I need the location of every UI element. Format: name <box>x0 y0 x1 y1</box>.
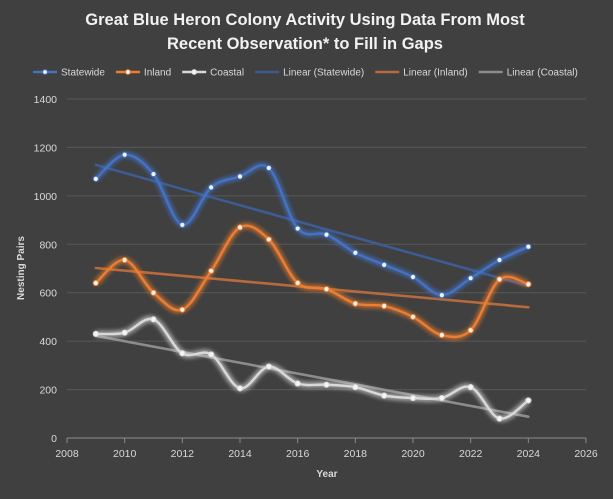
data-point-statewide <box>409 273 417 281</box>
data-point-statewide <box>179 221 186 229</box>
x-tick-label: 2024 <box>517 448 541 460</box>
x-tick-label: 2012 <box>171 448 195 460</box>
data-point-statewide <box>294 225 301 232</box>
data-point-statewide <box>265 164 272 172</box>
data-point-coastal <box>294 380 301 387</box>
x-tick-label: 2014 <box>228 448 252 460</box>
data-point-inland <box>121 256 128 264</box>
series-line-inland <box>94 224 529 339</box>
data-point-coastal <box>381 392 388 399</box>
data-point-coastal <box>121 329 128 336</box>
y-tick-label: 200 <box>39 385 57 397</box>
data-point-statewide <box>352 249 359 256</box>
data-point-coastal <box>208 351 215 358</box>
series-line-statewide <box>94 153 529 297</box>
x-tick-label: 2016 <box>286 448 310 460</box>
y-tick-label: 1200 <box>34 142 58 154</box>
data-point-coastal <box>323 381 330 388</box>
x-tick-label: 2010 <box>113 448 137 460</box>
data-point-coastal <box>265 363 272 370</box>
x-axis-label: Year <box>316 469 337 480</box>
data-point-statewide <box>121 151 128 158</box>
data-point-inland <box>265 236 272 243</box>
trendlines <box>94 163 530 418</box>
data-point-statewide <box>236 173 244 180</box>
y-tick-label: 800 <box>39 239 57 251</box>
data-point-inland <box>467 327 474 334</box>
data-point-statewide <box>525 243 532 250</box>
data-point-inland <box>496 276 503 283</box>
legend-label-linear-statewide: Linear (Statewide) <box>283 68 364 79</box>
legend: Statewide Inland Coastal Linear (Statewide)… <box>33 68 578 79</box>
data-point-statewide <box>467 275 474 282</box>
chart-title-line-2: Recent Observation* to Fill in Gaps <box>167 35 443 53</box>
data-point-coastal <box>438 394 445 402</box>
data-point-coastal <box>496 415 503 422</box>
data-point-inland <box>208 267 215 275</box>
data-point-coastal <box>409 394 417 402</box>
data-point-inland <box>150 289 157 296</box>
data-point-inland <box>381 302 388 310</box>
data-point-statewide <box>496 256 503 264</box>
data-point-coastal <box>525 397 532 404</box>
legend-marker-inland <box>125 69 131 75</box>
x-tick-label: 2026 <box>574 448 598 460</box>
legend-label-linear-inland: Linear (Inland) <box>403 68 467 79</box>
data-point-inland <box>236 224 244 231</box>
data-point-coastal <box>467 384 474 391</box>
x-tick-label: 2018 <box>344 448 368 460</box>
data-point-inland <box>438 331 445 339</box>
data-series <box>92 151 532 422</box>
data-point-inland <box>352 300 359 307</box>
data-point-statewide <box>92 175 99 183</box>
x-tick-label: 2022 <box>459 448 483 460</box>
data-point-inland <box>179 306 186 313</box>
data-point-statewide <box>150 170 157 178</box>
axes: 0 200 400 600 800 1000 1200 1400 2008 2010 2012 201… <box>34 94 598 460</box>
y-tick-label: 600 <box>39 288 57 300</box>
legend-marker-statewide <box>42 69 48 75</box>
legend-marker-coastal <box>191 69 198 75</box>
trendline-linear-coastal <box>94 334 530 418</box>
data-point-statewide <box>323 231 330 238</box>
data-point-coastal <box>352 384 359 391</box>
series-line-coastal <box>95 317 530 420</box>
legend-label-statewide: Statewide <box>61 68 105 79</box>
data-point-statewide <box>438 292 445 299</box>
trendline-linear-statewide <box>94 163 530 288</box>
data-point-inland <box>92 279 99 287</box>
y-axis-label: Nesting Pairs <box>16 236 27 300</box>
data-point-inland <box>294 279 301 287</box>
x-tick-label: 2020 <box>401 448 425 460</box>
y-tick-label: 1000 <box>34 191 58 203</box>
data-point-inland <box>323 285 330 293</box>
legend-label-linear-coastal: Linear (Coastal) <box>507 68 578 79</box>
data-point-statewide <box>381 261 388 268</box>
data-point-coastal <box>92 330 99 337</box>
chart-title-line-1: Great Blue Heron Colony Activity Using D… <box>85 11 525 29</box>
x-tick-label: 2008 <box>55 448 79 460</box>
chart-text: Great Blue Heron Colony Activity Using D… <box>16 11 525 480</box>
y-tick-label: 0 <box>51 433 57 445</box>
legend-label-coastal: Coastal <box>210 68 244 79</box>
y-tick-label: 1400 <box>34 94 58 106</box>
data-point-inland <box>525 281 532 288</box>
y-tick-label: 400 <box>39 336 57 348</box>
data-point-coastal <box>150 316 157 323</box>
data-point-coastal <box>179 350 186 357</box>
data-point-inland <box>409 313 417 321</box>
legend-label-inland: Inland <box>144 68 171 79</box>
data-point-statewide <box>208 184 215 191</box>
data-point-coastal <box>236 385 244 392</box>
